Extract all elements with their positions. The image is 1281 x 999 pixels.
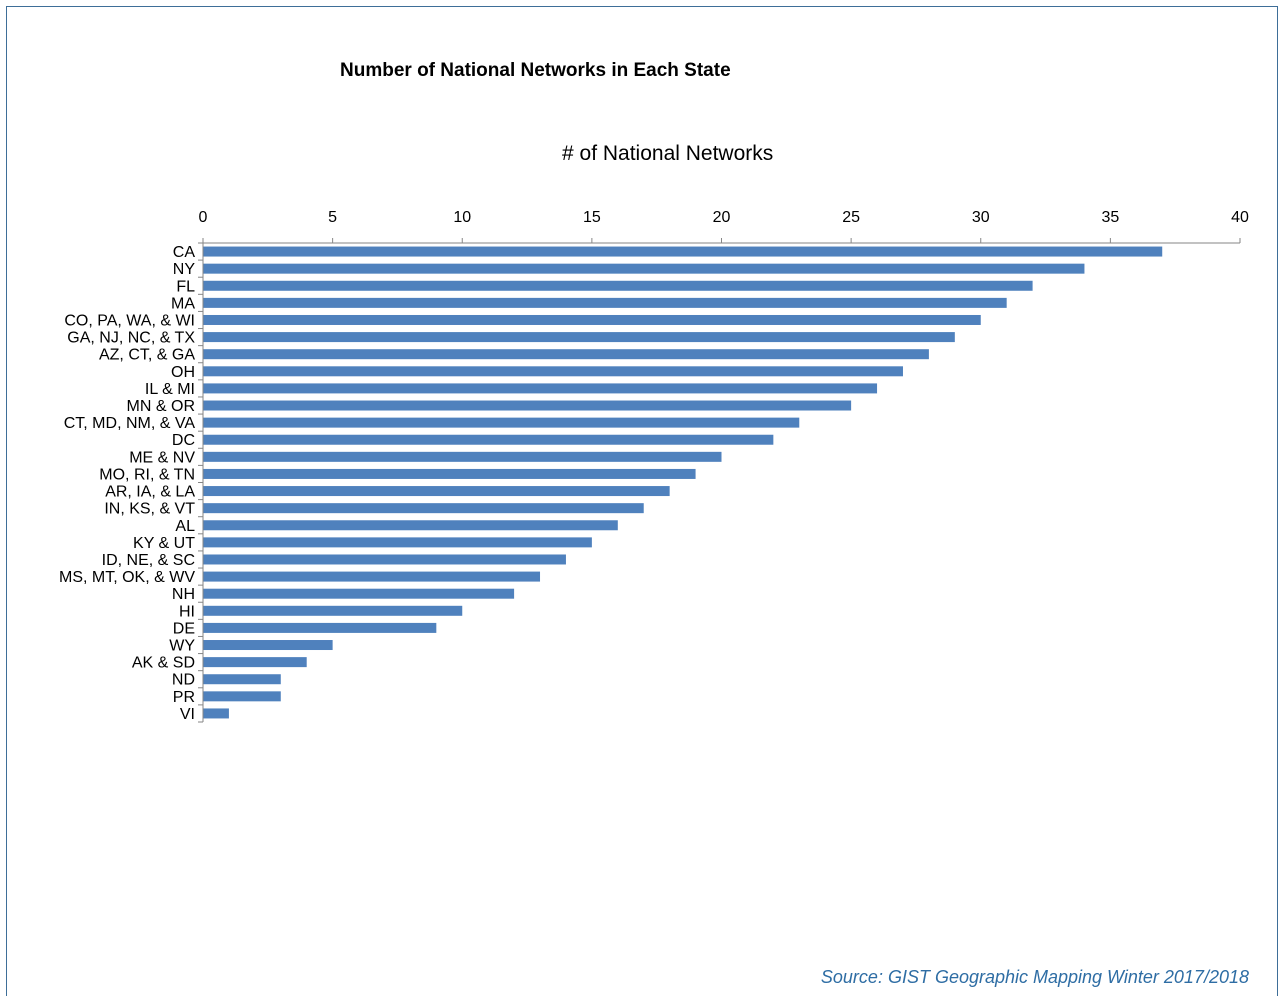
bar — [203, 468, 696, 479]
category-label: IN, KS, & VT — [104, 501, 195, 518]
bar — [203, 571, 541, 582]
chart-title: Number of National Networks in Each Stat… — [340, 60, 731, 81]
category-label: IL & MI — [145, 381, 195, 398]
category-label: MN & OR — [127, 398, 195, 415]
category-label: NH — [172, 586, 195, 603]
bar — [203, 297, 1007, 308]
bar — [203, 605, 463, 616]
category-label: GA, NJ, NC, & TX — [67, 330, 195, 347]
category-label: ME & NV — [129, 449, 195, 466]
category-label: NY — [173, 261, 196, 278]
category-label: KY & UT — [133, 535, 195, 552]
category-label: AZ, CT, & GA — [99, 347, 195, 364]
chart-frame — [6, 6, 1278, 996]
bar — [203, 537, 592, 548]
bars-group — [203, 246, 1163, 719]
x-tick-label: 15 — [583, 209, 601, 226]
x-tick-label: 10 — [453, 209, 471, 226]
category-label: AK & SD — [132, 655, 195, 672]
category-label: HI — [179, 603, 195, 620]
bar — [203, 263, 1085, 274]
bar — [203, 520, 618, 531]
category-label: WY — [169, 638, 195, 655]
category-label: DE — [173, 620, 195, 637]
axes-group — [198, 238, 1241, 723]
category-label: MS, MT, OK, & WV — [59, 569, 195, 586]
category-label: AL — [175, 518, 195, 535]
x-tick-label: 25 — [842, 209, 860, 226]
x-tick-label: 20 — [713, 209, 731, 226]
x-tick-label: 35 — [1101, 209, 1119, 226]
x-tick-label: 0 — [199, 209, 208, 226]
category-label: MA — [171, 295, 195, 312]
bar — [203, 622, 437, 633]
category-label: CA — [173, 244, 196, 261]
source-note: Source: GIST Geographic Mapping Winter 2… — [820, 967, 1249, 987]
bar — [203, 246, 1163, 257]
bar — [203, 434, 774, 445]
bar — [203, 383, 878, 394]
x-axis-title: # of National Networks — [562, 142, 774, 165]
x-tick-label: 30 — [972, 209, 990, 226]
bar — [203, 366, 903, 377]
bar — [203, 503, 644, 514]
category-label: ID, NE, & SC — [102, 552, 195, 569]
x-tick-label: 40 — [1231, 209, 1249, 226]
bar — [203, 588, 515, 599]
bar — [203, 332, 955, 343]
bar — [203, 657, 307, 668]
category-label: VI — [180, 706, 195, 723]
category-label: CO, PA, WA, & WI — [64, 312, 195, 329]
bar — [203, 314, 981, 325]
bar — [203, 674, 281, 685]
bar — [203, 691, 281, 702]
x-tick-label: 5 — [328, 209, 337, 226]
bar — [203, 451, 722, 462]
category-label: DC — [172, 432, 195, 449]
category-label: FL — [176, 278, 195, 295]
bar — [203, 554, 566, 565]
category-label: MO, RI, & TN — [99, 466, 195, 483]
bar — [203, 486, 670, 497]
category-label: ND — [172, 672, 195, 689]
bar — [203, 400, 852, 411]
bar — [203, 708, 229, 719]
category-label: OH — [171, 364, 195, 381]
bar — [203, 640, 333, 651]
bar — [203, 349, 929, 360]
x-tick-labels: 0 5 10 15 20 25 30 35 40 — [199, 209, 1249, 226]
category-label: PR — [173, 689, 195, 706]
bar — [203, 280, 1033, 291]
bar — [203, 417, 800, 428]
category-label: CT, MD, NM, & VA — [64, 415, 196, 432]
category-label: AR, IA, & LA — [105, 484, 195, 501]
